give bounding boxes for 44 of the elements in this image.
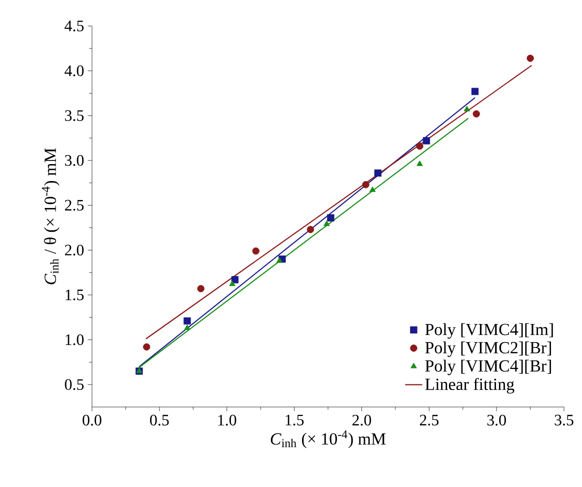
point <box>143 343 150 351</box>
y-tick-label: 1.0 <box>66 334 84 346</box>
point <box>252 247 260 255</box>
point <box>472 110 480 118</box>
point <box>197 285 204 292</box>
point <box>184 317 191 325</box>
x-tick-label: 3.0 <box>487 414 506 426</box>
point <box>306 226 314 234</box>
y-tick-label: 0.5 <box>64 379 84 390</box>
x-tick-label: 0.5 <box>150 414 169 426</box>
point <box>422 137 430 144</box>
x-tick-label: 2.0 <box>352 414 372 426</box>
point <box>327 214 334 222</box>
point <box>184 324 190 330</box>
legend-label: Poly [VIMC4][Br] <box>425 360 551 376</box>
x-tick-label: 1.0 <box>218 414 236 426</box>
y-tick-label: 1.5 <box>66 290 84 300</box>
point <box>471 88 479 96</box>
point <box>324 220 330 226</box>
point <box>526 54 534 62</box>
y-tick-label: 3.5 <box>65 110 84 122</box>
y-tick-label: 2.0 <box>65 244 84 256</box>
y-tick-label: 2.5 <box>65 200 84 211</box>
x-tick-label: 3.5 <box>554 414 574 426</box>
y-axis-title: C$_{inh}$ / θ (× 10$^{-4}$) mM <box>42 148 60 284</box>
y-tick-label: 4.0 <box>64 65 84 76</box>
point <box>374 169 382 177</box>
point <box>229 280 236 286</box>
x-tick-label: 0.0 <box>82 414 102 426</box>
legend-label: Poly [VIMC2][Br] <box>425 342 551 357</box>
point <box>464 106 470 112</box>
legend-label: Poly [VIMC4][Im] <box>425 323 553 339</box>
point <box>416 160 423 166</box>
y-tick-label: 3.0 <box>65 155 84 166</box>
point <box>416 142 424 150</box>
point <box>276 257 283 263</box>
y-tick-label: 4.5 <box>64 20 84 32</box>
point <box>231 276 239 284</box>
legend-label: Linear fitting <box>425 378 514 394</box>
point <box>362 181 370 188</box>
x-axis-title: C$_{inh}$ (× 10$^{-4}$) mM <box>270 430 386 448</box>
x-tick-label: 2.5 <box>420 414 438 426</box>
x-tick-label: 1.5 <box>286 414 304 426</box>
point <box>369 186 376 192</box>
